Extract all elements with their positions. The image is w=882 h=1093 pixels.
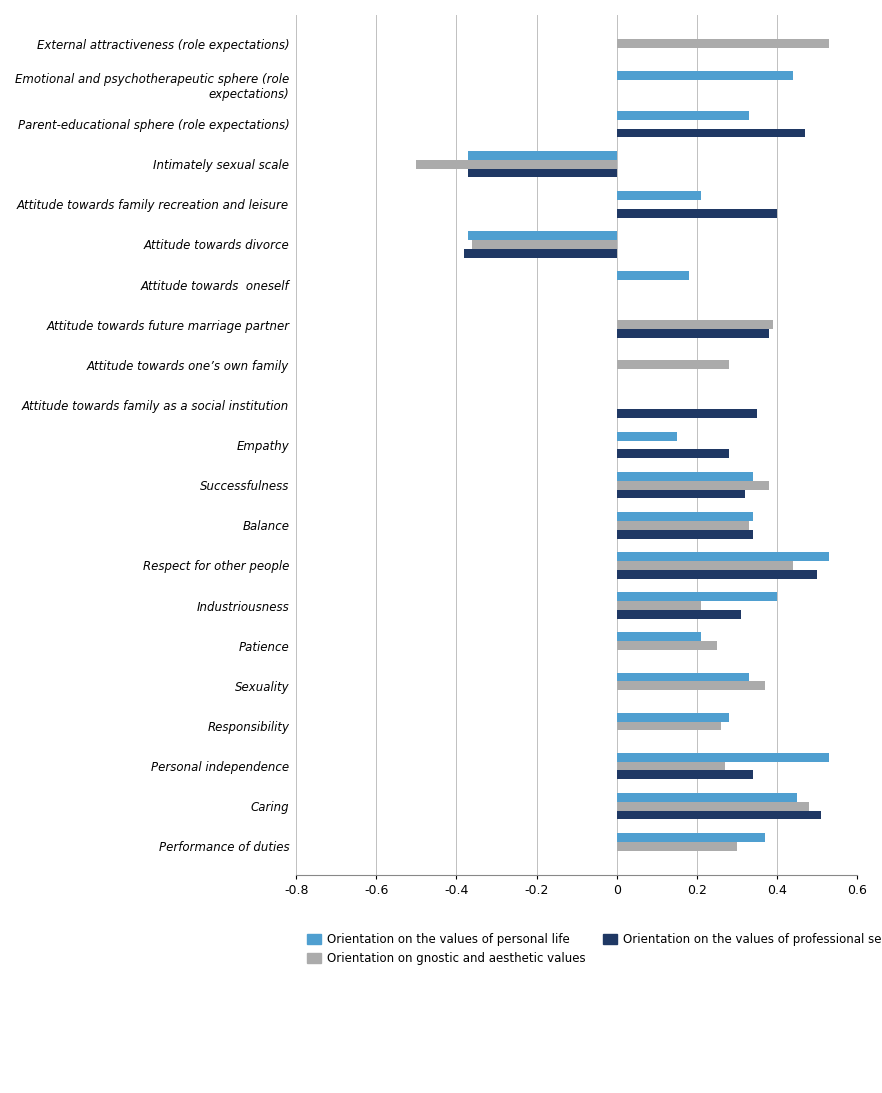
Bar bbox=[617, 842, 736, 850]
Bar bbox=[617, 481, 769, 490]
Bar bbox=[617, 792, 797, 802]
Bar bbox=[617, 561, 793, 569]
Bar bbox=[617, 191, 701, 200]
Bar bbox=[617, 449, 729, 458]
Bar bbox=[617, 642, 717, 650]
Bar bbox=[617, 432, 676, 440]
Bar bbox=[617, 672, 749, 681]
Bar bbox=[617, 610, 741, 619]
Bar bbox=[617, 209, 777, 218]
Bar bbox=[617, 601, 701, 610]
Bar bbox=[617, 802, 809, 811]
Bar bbox=[617, 552, 829, 561]
Bar bbox=[617, 681, 765, 690]
Bar bbox=[617, 811, 821, 820]
Legend: Orientation on the values of personal life, Orientation on gnostic and aesthetic: Orientation on the values of personal li… bbox=[303, 928, 882, 969]
Bar bbox=[617, 71, 793, 80]
Bar bbox=[617, 361, 729, 369]
Bar bbox=[617, 513, 753, 521]
Bar bbox=[617, 472, 753, 481]
Bar bbox=[617, 762, 725, 771]
Bar bbox=[617, 633, 701, 642]
Bar bbox=[617, 833, 765, 842]
Bar bbox=[468, 168, 617, 177]
Bar bbox=[617, 521, 749, 530]
Bar bbox=[465, 249, 617, 258]
Bar bbox=[468, 151, 617, 160]
Bar bbox=[416, 160, 617, 168]
Bar bbox=[617, 320, 773, 329]
Bar bbox=[617, 129, 805, 138]
Bar bbox=[617, 753, 829, 762]
Bar bbox=[617, 110, 749, 120]
Bar bbox=[617, 713, 729, 721]
Bar bbox=[617, 410, 757, 419]
Bar bbox=[617, 530, 753, 539]
Bar bbox=[617, 271, 689, 280]
Bar bbox=[617, 490, 745, 498]
Bar bbox=[617, 569, 817, 578]
Bar bbox=[617, 771, 753, 779]
Bar bbox=[617, 39, 829, 48]
Bar bbox=[468, 232, 617, 240]
Bar bbox=[473, 240, 617, 249]
Bar bbox=[617, 592, 777, 601]
Bar bbox=[617, 721, 721, 730]
Bar bbox=[617, 329, 769, 338]
